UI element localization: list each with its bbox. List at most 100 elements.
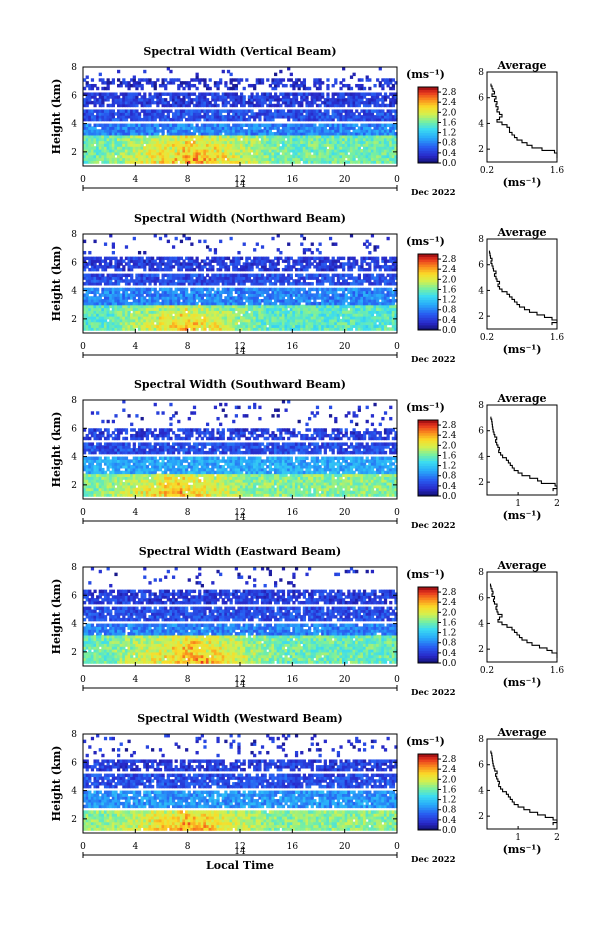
heatmap-cell: [376, 137, 380, 142]
heatmap-cell: [137, 132, 142, 136]
heatmap-cell: [373, 95, 377, 99]
heatmap-cell: [310, 318, 314, 323]
heatmap-cell: [93, 134, 97, 139]
heatmap-cell: [297, 132, 301, 136]
heatmap-cell: [284, 313, 288, 317]
heatmap-cell: [161, 304, 165, 309]
heatmap-cell: [195, 313, 199, 317]
heatmap-cell: [135, 265, 139, 269]
heatmap-cell: [145, 259, 150, 263]
heatmap-cell: [148, 129, 152, 133]
heatmap-cell: [234, 123, 238, 127]
heatmap-cell: [171, 293, 176, 297]
heatmap-cell: [109, 299, 113, 303]
heatmap-cell: [344, 109, 348, 113]
heatmap-cell: [318, 115, 322, 119]
heatmap-cell: [169, 132, 173, 136]
heatmap-cell: [171, 129, 176, 133]
heatmap-cell: [328, 149, 333, 153]
heatmap-cell: [208, 126, 212, 130]
heatmap-cell: [132, 83, 136, 88]
heatmap-cell: [310, 262, 314, 266]
heatmap-cell: [297, 299, 301, 303]
heatmap-cell: [232, 273, 236, 278]
heatmap-cell: [229, 157, 233, 161]
heatmap-cell: [250, 313, 254, 317]
heatmap-cell: [287, 143, 291, 147]
heatmap-cell: [263, 276, 267, 280]
heatmap-cell: [185, 318, 189, 323]
heatmap-cell: [200, 154, 204, 159]
heatmap-cell: [190, 287, 194, 292]
heatmap-cell: [383, 146, 388, 150]
heatmap-cell: [310, 115, 314, 119]
heatmap-cell: [219, 154, 223, 159]
heatmap-cell: [153, 115, 157, 119]
heatmap-cell: [242, 282, 246, 286]
heatmap-cell: [179, 126, 184, 130]
heatmap-cell: [315, 126, 320, 130]
heatmap-cell: [263, 92, 267, 96]
heatmap-cell: [161, 134, 165, 139]
heatmap-cell: [237, 276, 241, 280]
heatmap-cell: [271, 132, 275, 136]
heatmap-cell: [190, 304, 194, 309]
heatmap-cell: [216, 146, 220, 150]
colorbar-swatch: [418, 112, 438, 116]
heatmap-cell: [250, 273, 254, 278]
heatmap-cell: [268, 140, 272, 144]
heatmap-cell: [342, 146, 346, 150]
heatmap-cell: [124, 149, 129, 153]
heatmap-cell: [161, 143, 165, 147]
heatmap-cell: [208, 262, 212, 266]
heatmap-cell: [140, 279, 144, 283]
heatmap-cell: [279, 78, 283, 82]
heatmap-cell: [83, 267, 87, 272]
heatmap-cell: [339, 92, 343, 96]
heatmap-cell: [85, 313, 89, 317]
heatmap-cell: [117, 324, 121, 328]
heatmap-cell: [255, 81, 259, 85]
heatmap-cell: [229, 321, 233, 326]
heatmap-cell: [336, 160, 341, 164]
heatmap-cell: [276, 279, 280, 283]
heatmap-cell: [156, 98, 160, 102]
profile-title: Average: [496, 59, 546, 72]
heatmap-cell: [85, 299, 89, 303]
heatmap-cell: [145, 290, 150, 294]
heatmap-cell: [192, 149, 197, 153]
colorbar-swatch: [418, 125, 438, 129]
heatmap-cell: [347, 157, 351, 161]
heatmap-cell: [190, 282, 194, 286]
heatmap-cell: [114, 301, 118, 306]
heatmap-cell: [205, 126, 210, 130]
heatmap-cell: [161, 117, 165, 122]
heatmap-cell: [229, 160, 233, 164]
heatmap-cell: [381, 126, 385, 130]
heatmap-cell: [376, 151, 380, 156]
heatmap-cell: [103, 98, 108, 102]
heatmap-cell: [124, 293, 129, 297]
heatmap-cell: [242, 293, 246, 297]
heatmap-cell: [274, 293, 278, 297]
heatmap-cell: [323, 318, 327, 323]
heatmap-cell: [158, 327, 163, 331]
heatmap-cell: [237, 98, 241, 102]
heatmap-cell: [253, 134, 257, 139]
heatmap-cell: [211, 276, 215, 280]
heatmap-cell: [83, 287, 87, 292]
heatmap-cell: [355, 151, 359, 156]
heatmap-cell: [219, 301, 223, 306]
heatmap-cell: [171, 149, 176, 153]
heatmap-cell: [321, 146, 325, 150]
heatmap-cell: [344, 100, 348, 105]
heatmap-cell: [117, 301, 121, 306]
heatmap-cell: [169, 321, 173, 326]
heatmap-cell: [253, 117, 257, 122]
heatmap-cell: [93, 321, 97, 326]
heatmap-cell: [255, 318, 259, 323]
heatmap-cell: [158, 151, 163, 156]
heatmap-cell: [145, 157, 150, 161]
heatmap-cell: [281, 92, 286, 96]
heatmap-cell: [83, 307, 87, 311]
